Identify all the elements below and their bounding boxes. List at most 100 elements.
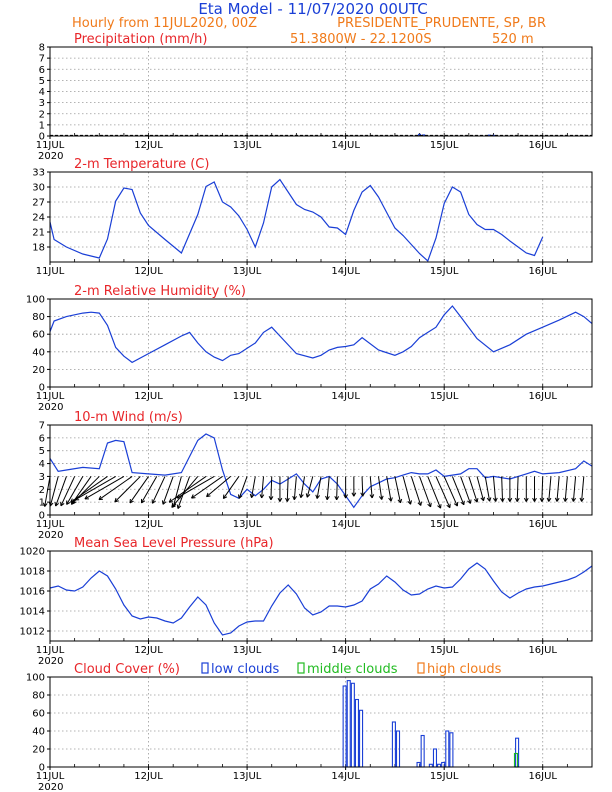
wind-vector-shaft	[516, 476, 519, 502]
wind-vector	[191, 476, 223, 499]
wind-vector	[460, 476, 472, 504]
y-tick-label: 100	[26, 295, 45, 306]
y-tick-label: 5	[39, 446, 45, 457]
wind-vector-head	[251, 494, 255, 499]
legend-label: high clouds	[427, 662, 502, 677]
wind-vector-head	[541, 497, 545, 502]
wind-vector-shaft	[60, 476, 76, 507]
wind-vector-head	[270, 496, 274, 501]
wind-vector	[237, 476, 248, 499]
x-year-label: 2020	[38, 530, 63, 541]
x-tick-label: 11JUL	[36, 140, 65, 151]
wind-vector-shaft	[394, 476, 402, 503]
wind-vector-head	[446, 504, 451, 509]
wind-vector-head	[514, 497, 518, 502]
y-tick-label: 60	[32, 709, 45, 720]
subtitle-elevation: 520 m	[492, 32, 534, 47]
panel-frame-wind	[49, 424, 593, 516]
wind-vector	[176, 475, 215, 499]
wind-vector-shaft	[270, 476, 273, 500]
wind-vector-shaft	[435, 476, 451, 508]
wind-vector-head	[162, 501, 167, 505]
wind-vector-shaft	[501, 476, 504, 502]
wind-vector-head	[539, 497, 543, 502]
wind-vector-head	[362, 492, 365, 497]
wind-vector-head	[581, 497, 585, 502]
panel-title-wind: 10-m Wind (m/s)	[74, 410, 183, 425]
wind-vector-head	[334, 496, 338, 501]
wind-vector-shaft	[451, 476, 465, 505]
wind-vector-head	[238, 495, 243, 499]
wind-vector-head	[74, 496, 78, 501]
y-tick-label: 0	[39, 763, 45, 774]
wind-vector	[334, 476, 340, 501]
wind-vector-shaft	[261, 476, 265, 498]
y-tick-label: 3	[39, 98, 45, 109]
wind-vector-head	[430, 502, 432, 507]
x-tick-label: 15JUL	[430, 266, 459, 277]
x-tick-label: 13JUL	[233, 519, 262, 530]
wind-vector-shaft	[460, 476, 471, 504]
wind-vector	[377, 476, 384, 500]
x-tick-label: 16JUL	[528, 391, 557, 402]
wind-vector-shaft	[98, 476, 133, 501]
wind-vector-head	[66, 501, 71, 505]
wind-vector-head	[516, 497, 520, 502]
wind-vector-head	[523, 497, 527, 502]
y-tick-label: 1016	[20, 587, 45, 598]
wind-vector	[386, 476, 393, 502]
x-tick-label: 13JUL	[233, 645, 262, 656]
wind-vector-shaft	[206, 476, 231, 498]
wind-vector-head	[285, 497, 288, 502]
wind-vector-shaft	[402, 476, 412, 505]
y-tick-label: 7	[39, 421, 45, 432]
wind-vector-head	[152, 500, 156, 504]
wind-vector-head	[509, 497, 513, 502]
wind-vector-head	[206, 495, 211, 498]
wind-vector-head	[476, 498, 479, 503]
x-tick-label: 16JUL	[528, 645, 557, 656]
wind-vector-head	[84, 495, 88, 500]
wind-vector-head	[176, 504, 179, 509]
wind-vector-shaft	[336, 476, 338, 500]
wind-vector-head	[571, 497, 574, 502]
wind-vector	[351, 476, 357, 497]
x-tick-label: 14JUL	[331, 645, 360, 656]
wind-vector-shaft	[114, 476, 141, 503]
wind-vector-head	[161, 500, 164, 505]
wind-vector-head	[44, 503, 48, 507]
wind-vector-head	[427, 503, 431, 508]
wind-vector	[74, 475, 116, 501]
y-tick-label: 4	[39, 459, 45, 470]
y-tick-label: 80	[32, 691, 45, 702]
legend-item-middle-clouds: middle clouds	[297, 662, 398, 677]
wind-vector-shaft	[369, 476, 373, 498]
panel-frame-rh	[49, 298, 593, 388]
wind-vector	[249, 476, 256, 499]
wind-vector-shaft	[468, 476, 478, 503]
y-tick-label: 30	[32, 183, 45, 194]
wind-vector-head	[176, 494, 180, 499]
y-tick-label: 8	[39, 43, 45, 54]
wind-vector-head	[171, 503, 174, 508]
wind-vector-head	[268, 496, 272, 501]
panel-title-temp: 2-m Temperature (C)	[74, 157, 209, 172]
wind-vector	[343, 476, 348, 499]
y-tick-label: 2	[39, 109, 45, 120]
y-tick-label: 60	[32, 330, 45, 341]
wind-vector-shaft	[316, 476, 322, 499]
wind-vector	[285, 476, 290, 502]
wind-vector	[571, 476, 577, 502]
y-tick-label: 33	[32, 168, 45, 179]
wind-vector-head	[546, 497, 550, 502]
wind-vector-head	[286, 497, 290, 502]
wind-vector-head	[579, 497, 583, 502]
wind-vector-head	[325, 495, 328, 500]
wind-vector-shaft	[427, 476, 442, 509]
x-tick-label: 12JUL	[134, 645, 163, 656]
x-tick-label: 12JUL	[134, 391, 163, 402]
wind-vector-head	[114, 497, 117, 503]
wind-vector	[168, 476, 207, 503]
